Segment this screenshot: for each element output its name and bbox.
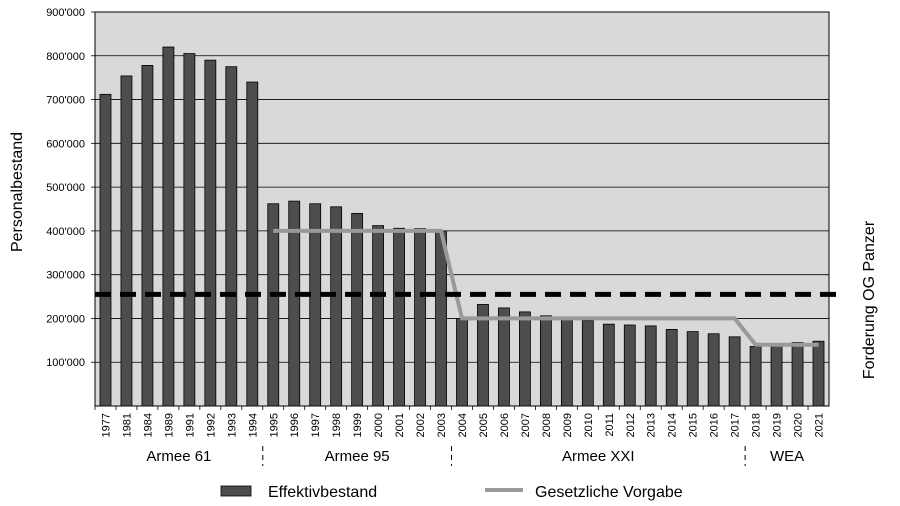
bar-2002 xyxy=(414,228,426,407)
y-axis-title: Personalbestand xyxy=(9,132,26,252)
bar-1981 xyxy=(120,75,133,407)
bar-2018 xyxy=(749,346,762,407)
x-tick-label: 2012 xyxy=(625,413,637,437)
bar-1995 xyxy=(267,203,280,407)
y-tick-labels: 900'000 800'000 700'000 600'000 500'000 400'0… xyxy=(46,7,85,369)
era-label: Armee XXI xyxy=(562,448,635,465)
target-line xyxy=(273,228,819,347)
x-tick-labels: 1977 1981 1984 1989 1991 1992 1993 1994 1995 1996… xyxy=(94,406,826,437)
y-tick-label: 300'000 xyxy=(46,270,85,282)
era-label: Armee 61 xyxy=(146,448,211,465)
bar-2014 xyxy=(665,328,678,407)
y-tick-label: 800'000 xyxy=(46,51,85,63)
bar-2006 xyxy=(498,307,510,407)
bar-2019 xyxy=(770,344,783,407)
bar-2010 xyxy=(581,320,594,407)
legend: Effektivbestand Gesetzliche Vorgabe xyxy=(220,484,683,501)
x-tick-label: 1981 xyxy=(122,413,134,437)
bar-2020 xyxy=(791,342,804,407)
bar-1997 xyxy=(309,203,322,407)
bar-2004 xyxy=(456,318,468,407)
x-tick-label: 2019 xyxy=(772,413,784,437)
x-tick-label: 1993 xyxy=(226,413,238,437)
x-tick-label: 1991 xyxy=(184,413,196,437)
y-tick-label: 100'000 xyxy=(46,357,85,369)
x-tick-label: 1994 xyxy=(247,413,259,437)
x-tick-label: 2010 xyxy=(583,413,595,437)
x-tick-label: 2015 xyxy=(688,413,700,437)
era-labels: Armee 61 Armee 95 Armee XXI WEA xyxy=(146,446,804,466)
x-tick-label: 2009 xyxy=(562,413,574,437)
bars xyxy=(99,46,825,407)
x-tick-label: 2002 xyxy=(415,413,427,437)
bar-2017 xyxy=(728,336,741,407)
bar-1991 xyxy=(183,53,196,407)
y-tick-label: 600'000 xyxy=(46,138,85,150)
x-tick-label: 2003 xyxy=(436,413,448,437)
era-label: Armee 95 xyxy=(325,448,390,465)
bar-1989 xyxy=(162,46,175,407)
reference-line-label: Forderung OG Panzer xyxy=(861,220,878,379)
bar-1977 xyxy=(99,93,112,407)
bar-2016 xyxy=(707,333,720,407)
x-tick-label: 2014 xyxy=(667,413,679,437)
bar-1999 xyxy=(351,212,364,407)
x-tick-label: 2020 xyxy=(793,413,805,437)
y-tick-label: 400'000 xyxy=(46,226,85,238)
x-tick-label: 2021 xyxy=(814,413,826,437)
bar-2013 xyxy=(644,325,657,407)
x-tick-label: 1999 xyxy=(352,413,364,437)
y-tick-label: 500'000 xyxy=(46,182,85,194)
x-tick-label: 2007 xyxy=(520,413,532,437)
bar-1998 xyxy=(330,206,343,407)
x-tick-label: 2011 xyxy=(604,413,616,437)
bar-2000 xyxy=(372,225,385,407)
x-tick-label: 1998 xyxy=(331,413,343,437)
x-tick-label: 1992 xyxy=(205,413,217,437)
line-gesetzliche-vorgabe xyxy=(273,228,819,347)
x-tick-label: 2006 xyxy=(499,413,511,437)
bar-2001 xyxy=(393,227,405,407)
bar-1996 xyxy=(288,200,301,407)
x-tick-label: 1995 xyxy=(268,413,280,437)
legend-label-bars: Effektivbestand xyxy=(268,484,377,501)
bar-2003 xyxy=(435,230,447,407)
x-tick-label: 2005 xyxy=(478,413,490,437)
bar-1984 xyxy=(141,65,154,407)
bar-2011 xyxy=(602,323,615,407)
legend-label-line: Gesetzliche Vorgabe xyxy=(535,484,683,501)
x-tick-label: 1977 xyxy=(101,413,113,437)
y-tick-label: 700'000 xyxy=(46,95,85,107)
bar-1992 xyxy=(204,59,217,407)
legend-swatch-bar xyxy=(220,485,252,497)
x-tick-label: 1989 xyxy=(163,413,175,437)
x-tick-label: 2018 xyxy=(751,413,763,437)
bar-2007 xyxy=(519,311,531,407)
x-tick-label: 2017 xyxy=(730,413,742,437)
x-tick-label: 2008 xyxy=(541,413,553,437)
y-tick-label: 200'000 xyxy=(46,313,85,325)
x-tick-label: 2013 xyxy=(646,413,658,437)
bar-2008 xyxy=(539,315,552,407)
bar-1993 xyxy=(225,66,238,407)
x-tick-label: 1997 xyxy=(310,413,322,437)
y-tick-label: 900'000 xyxy=(46,7,85,19)
x-tick-label: 1996 xyxy=(289,413,301,437)
bar-2012 xyxy=(623,324,636,407)
bar-2021 xyxy=(812,340,825,407)
x-tick-label: 2000 xyxy=(373,413,385,437)
x-tick-label: 1984 xyxy=(142,413,154,437)
era-label: WEA xyxy=(770,448,804,465)
bar-2005 xyxy=(477,304,489,407)
bar-2009 xyxy=(560,318,573,407)
x-tick-label: 2016 xyxy=(709,413,721,437)
x-tick-label: 2001 xyxy=(394,413,406,437)
bar-1994 xyxy=(246,81,259,407)
x-tick-label: 2004 xyxy=(457,413,469,437)
bar-2015 xyxy=(686,331,699,407)
